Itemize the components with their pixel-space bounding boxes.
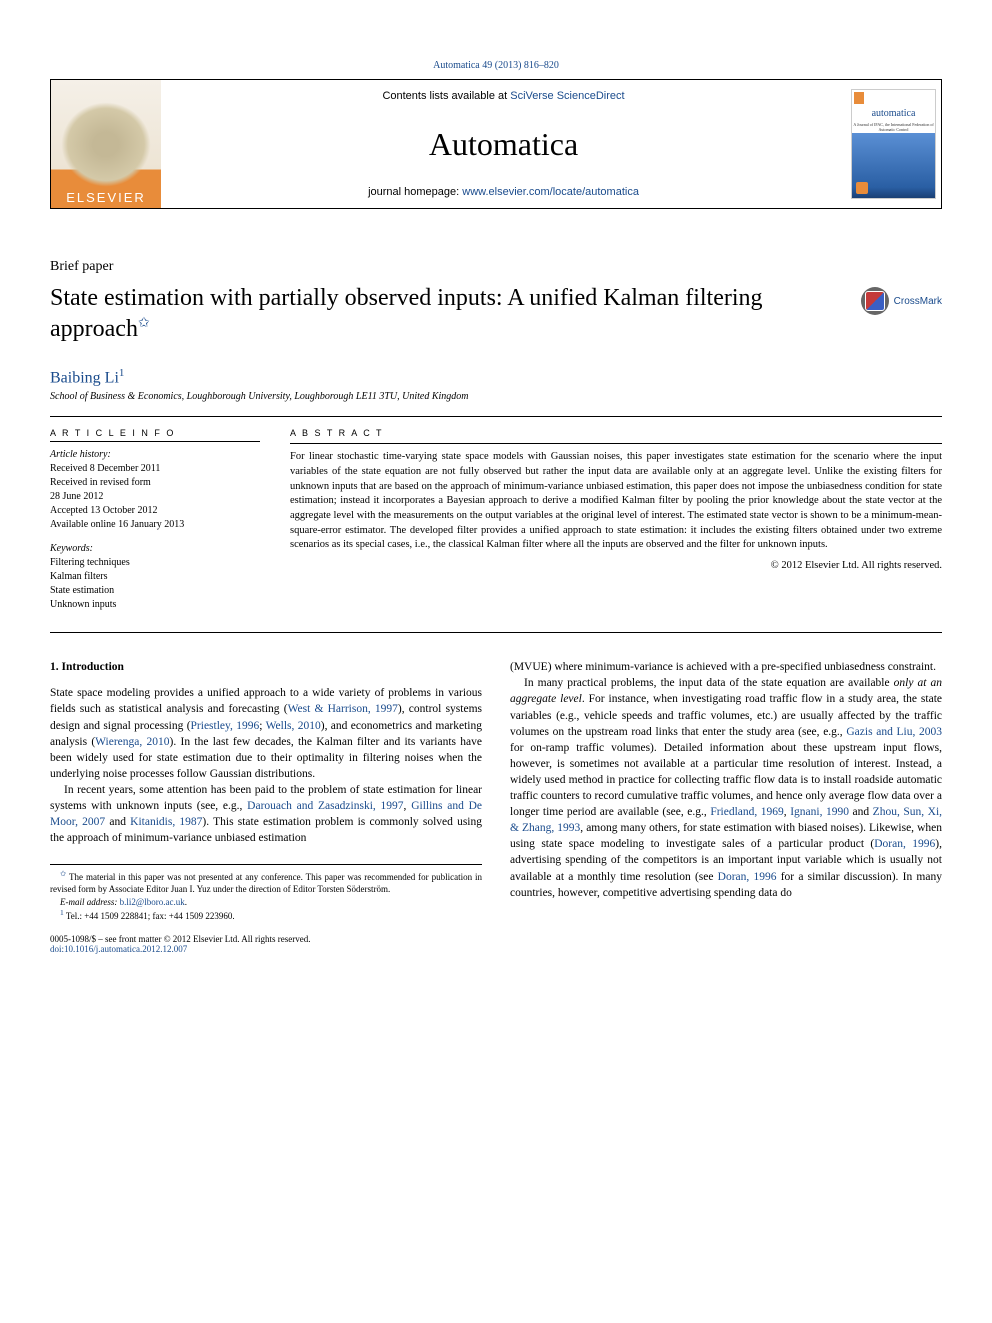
article-info-heading: A R T I C L E I N F O <box>50 427 260 440</box>
homepage-prefix: journal homepage: <box>368 186 462 198</box>
accepted-date: Accepted 13 October 2012 <box>50 504 260 518</box>
top-citation: Automatica 49 (2013) 816–820 <box>50 60 942 71</box>
journal-name: Automatica <box>429 126 578 163</box>
column-left: 1. Introduction State space modeling pro… <box>50 659 482 922</box>
copyright: © 2012 Elsevier Ltd. All rights reserved… <box>290 559 942 574</box>
keyword: Kalman filters <box>50 570 260 584</box>
citation-link[interactable]: Wierenga, 2010 <box>95 736 169 748</box>
body-text: 1. Introduction State space modeling pro… <box>50 659 942 922</box>
history-heading: Article history: <box>50 448 260 462</box>
author-text: Baibing Li <box>50 370 119 387</box>
keywords-heading: Keywords: <box>50 542 260 556</box>
paragraph: State space modeling provides a unified … <box>50 685 482 782</box>
contents-available: Contents lists available at SciVerse Sci… <box>382 90 624 102</box>
journal-homepage: journal homepage: www.elsevier.com/locat… <box>368 186 639 198</box>
email-link[interactable]: b.li2@lboro.ac.uk <box>120 897 185 907</box>
divider <box>50 416 942 417</box>
author-affil-marker[interactable]: 1 <box>119 367 125 379</box>
header-center: Contents lists available at SciVerse Sci… <box>161 80 846 208</box>
revised-date: 28 June 2012 <box>50 490 260 504</box>
sciencedirect-link[interactable]: SciVerse ScienceDirect <box>510 90 624 102</box>
citation-link[interactable]: Priestley, 1996 <box>191 720 260 732</box>
paragraph: In recent years, some attention has been… <box>50 782 482 846</box>
revised-label: Received in revised form <box>50 476 260 490</box>
affiliation: School of Business & Economics, Loughbor… <box>50 391 942 402</box>
title-text: State estimation with partially observed… <box>50 285 763 342</box>
section-heading: 1. Introduction <box>50 659 482 675</box>
crossmark-icon <box>861 287 889 315</box>
citation-link[interactable]: West & Harrison, 1997 <box>288 703 398 715</box>
citation-link[interactable]: Friedland, 1969 <box>710 806 783 818</box>
footnote-email: E-mail address: b.li2@lboro.ac.uk. <box>50 896 482 908</box>
elsevier-tree-icon <box>61 102 151 187</box>
page-footer: 0005-1098/$ – see front matter © 2012 El… <box>50 934 942 954</box>
front-matter: 0005-1098/$ – see front matter © 2012 El… <box>50 934 942 944</box>
section-number: 1. <box>50 661 59 673</box>
abstract: A B S T R A C T For linear stochastic ti… <box>290 427 942 623</box>
doi-link[interactable]: doi:10.1016/j.automatica.2012.12.007 <box>50 944 942 954</box>
emphasis: only at an aggregate level <box>510 677 942 705</box>
keyword: Unknown inputs <box>50 598 260 612</box>
available-date: Available online 16 January 2013 <box>50 518 260 532</box>
citation-link[interactable]: Darouach and Zasadzinski, 1997 <box>247 800 403 812</box>
abstract-text: For linear stochastic time-varying state… <box>290 450 942 553</box>
crossmark-badge[interactable]: CrossMark <box>861 287 942 315</box>
paragraph: (MVUE) where minimum-variance is achieve… <box>510 659 942 675</box>
contents-prefix: Contents lists available at <box>382 90 510 102</box>
article-type: Brief paper <box>50 259 942 275</box>
citation-link[interactable]: Doran, 1996 <box>874 838 935 850</box>
paragraph: In many practical problems, the input da… <box>510 675 942 900</box>
abstract-heading: A B S T R A C T <box>290 427 942 440</box>
column-right: (MVUE) where minimum-variance is achieve… <box>510 659 942 922</box>
citation-link[interactable]: Ignani, 1990 <box>790 806 849 818</box>
elsevier-logo: ELSEVIER <box>51 80 161 208</box>
author-name[interactable]: Baibing Li1 <box>50 367 942 387</box>
homepage-link[interactable]: www.elsevier.com/locate/automatica <box>462 186 639 198</box>
article-info: A R T I C L E I N F O Article history: R… <box>50 427 260 623</box>
keyword: Filtering techniques <box>50 556 260 570</box>
citation-link[interactable]: Doran, 1996 <box>718 871 777 883</box>
citation-link[interactable]: Gazis and Liu, 2003 <box>846 726 942 738</box>
section-title: Introduction <box>62 661 124 673</box>
keyword: State estimation <box>50 584 260 598</box>
cover-subtitle: A Journal of IFAC, the International Fed… <box>852 122 935 132</box>
cover-title: automatica <box>852 108 935 119</box>
divider <box>50 632 942 633</box>
title-footnote-marker[interactable]: ✩ <box>138 316 150 331</box>
journal-cover: automatica A Journal of IFAC, the Intern… <box>846 80 941 208</box>
citation-link[interactable]: Wells, 2010 <box>266 720 321 732</box>
journal-header: ELSEVIER Contents lists available at Sci… <box>50 79 942 209</box>
received-date: Received 8 December 2011 <box>50 462 260 476</box>
crossmark-label: CrossMark <box>894 296 942 307</box>
citation-link[interactable]: Kitanidis, 1987 <box>130 816 202 828</box>
footnotes: ✩ The material in this paper was not pre… <box>50 864 482 922</box>
paper-title: State estimation with partially observed… <box>50 283 861 345</box>
footnote-star: ✩ The material in this paper was not pre… <box>50 869 482 895</box>
elsevier-label: ELSEVIER <box>51 187 161 208</box>
footnote-tel: 1 Tel.: +44 1509 228841; fax: +44 1509 2… <box>50 908 482 922</box>
